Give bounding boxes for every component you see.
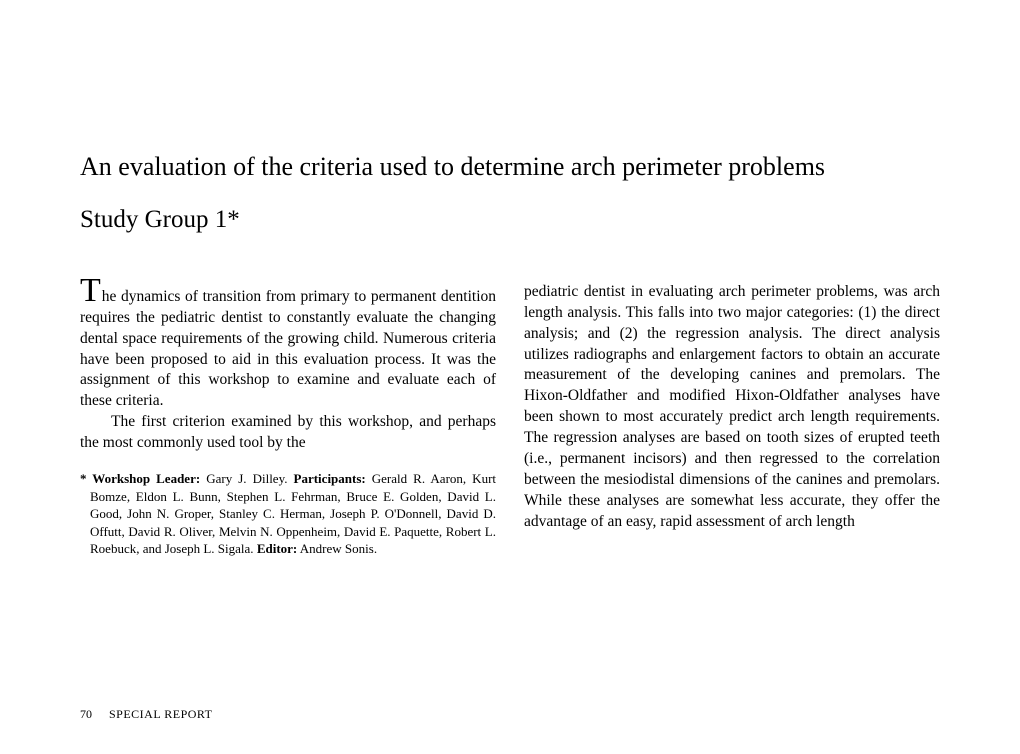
paragraph-1: The dynamics of transition from primary … — [80, 282, 496, 413]
footnote-leader-label: * Workshop Leader: — [80, 471, 200, 486]
footnote-leader-name: Gary J. Dilley. — [200, 471, 293, 486]
footnote: * Workshop Leader: Gary J. Dilley. Parti… — [80, 470, 496, 558]
dropcap: T — [80, 272, 102, 309]
paragraph-1-text: he dynamics of transition from primary t… — [80, 288, 496, 410]
article-title: An evaluation of the criteria used to de… — [80, 150, 940, 184]
footnote-participants-label: Participants: — [294, 471, 366, 486]
page: An evaluation of the criteria used to de… — [0, 0, 1020, 588]
page-footer: 70 SPECIAL REPORT — [80, 707, 213, 722]
page-number: 70 — [80, 707, 92, 721]
footnote-editor-label: Editor: — [257, 541, 297, 556]
footnote-editor-name: Andrew Sonis. — [297, 541, 377, 556]
left-column: The dynamics of transition from primary … — [80, 282, 496, 558]
body-columns: The dynamics of transition from primary … — [80, 282, 940, 558]
article-subtitle: Study Group 1* — [80, 206, 940, 234]
paragraph-3: pediatric dentist in evaluating arch per… — [524, 282, 940, 533]
paragraph-2: The first criterion examined by this wor… — [80, 412, 496, 454]
section-label: SPECIAL REPORT — [109, 707, 213, 721]
